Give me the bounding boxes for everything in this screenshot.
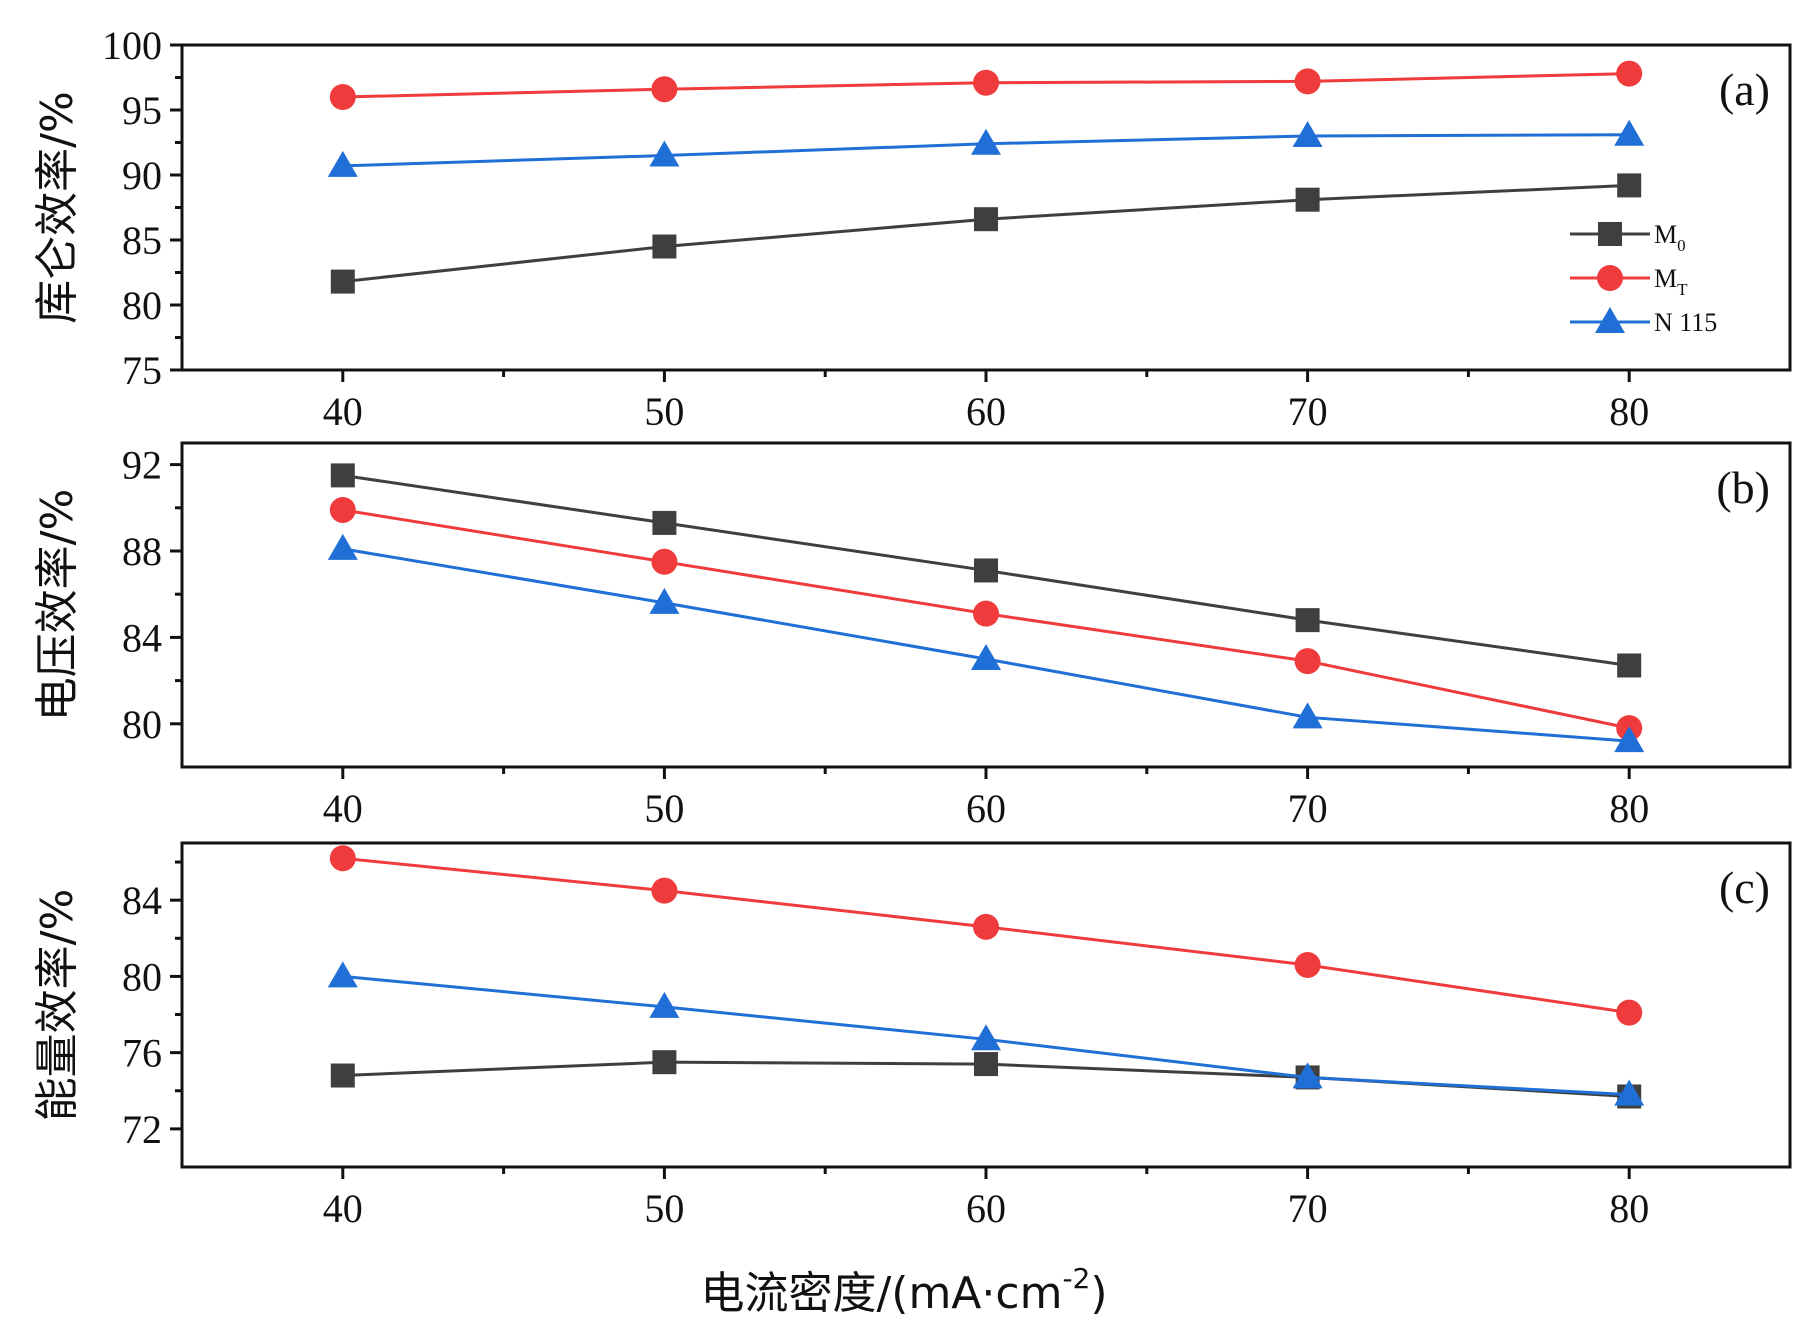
x-tick-label: 40	[323, 389, 363, 434]
data-point	[329, 496, 356, 523]
data-point	[1294, 648, 1321, 675]
data-point	[971, 644, 1001, 670]
data-point	[649, 140, 680, 167]
y-tick-label: 88	[122, 529, 162, 574]
data-point	[649, 991, 680, 1018]
x-tick-label: 40	[323, 1186, 363, 1231]
panel-label: (b)	[1716, 462, 1770, 513]
data-point	[1617, 173, 1642, 198]
y-tick-label: 80	[122, 702, 162, 747]
x-tick-label: 70	[1288, 786, 1328, 831]
data-point	[973, 600, 999, 627]
y-tick-label: 72	[122, 1107, 162, 1152]
plot-frame	[180, 841, 1792, 1169]
x-tick-label: 60	[966, 1186, 1006, 1231]
x-tick-label: 50	[644, 786, 684, 831]
x-tick-label: 80	[1609, 389, 1649, 434]
data-point	[1614, 726, 1645, 753]
data-point	[651, 877, 678, 904]
y-tick-label: 84	[122, 615, 162, 660]
y-tick-label: 90	[122, 153, 162, 198]
chart-panel-3: 72 76 80 84 40 50 60 70 80 能量效率/% (c)	[32, 841, 1792, 1231]
x-tick-label: 80	[1609, 1186, 1649, 1231]
x-tick-label: 70	[1288, 1186, 1328, 1231]
legend-label: M0	[1654, 220, 1686, 255]
data-point	[651, 548, 678, 575]
data-point	[1617, 653, 1642, 678]
data-point	[327, 150, 358, 177]
y-tick-label: 85	[122, 218, 162, 263]
data-point	[1294, 951, 1321, 978]
data-point	[330, 463, 355, 488]
data-point	[973, 69, 999, 96]
y-tick-label: 100	[102, 23, 162, 68]
data-point	[1295, 608, 1320, 633]
x-tick-label: 50	[644, 389, 684, 434]
data-point	[1295, 187, 1320, 212]
y-tick-label: 75	[122, 348, 162, 393]
data-point	[973, 913, 999, 940]
y-tick-label: 80	[122, 954, 162, 999]
y-axis-title: 能量效率/%	[32, 889, 83, 1122]
y-axis-title: 电压效率/%	[32, 489, 83, 722]
legend-marker	[1598, 222, 1622, 246]
x-tick-label: 70	[1288, 389, 1328, 434]
data-point	[649, 587, 680, 614]
x-axis-title: 电流密度/(mA·cm-2)	[700, 1262, 1107, 1319]
panel-label: (a)	[1719, 64, 1770, 115]
data-point	[974, 558, 998, 583]
legend-marker	[1597, 265, 1623, 291]
data-point	[1292, 121, 1323, 147]
data-point	[1616, 999, 1643, 1026]
y-tick-label: 84	[122, 878, 162, 923]
panel-label: (c)	[1719, 862, 1770, 913]
data-point	[974, 207, 998, 232]
chart-panel-1: 75 80 85 90 95 100 40 50 60 70 80 库仑效率/% (a)	[32, 23, 1792, 434]
data-point	[651, 76, 678, 103]
y-axis-title: 库仑效率/%	[32, 91, 83, 324]
panels: 75 80 85 90 95 100 40 50 60 70 80 库仑效率/% (a) 80 84 88 92…	[32, 23, 1792, 1231]
x-tick-label: 60	[966, 389, 1006, 434]
data-point	[652, 510, 677, 535]
data-point	[327, 533, 358, 560]
y-tick-label: 80	[122, 283, 162, 328]
y-tick-label: 95	[122, 88, 162, 133]
data-point	[1292, 1062, 1323, 1089]
data-point	[330, 269, 355, 294]
data-point	[652, 1050, 677, 1075]
data-point	[652, 234, 677, 259]
legend-marker	[1595, 307, 1625, 333]
data-point	[1614, 1079, 1645, 1106]
y-tick-label: 76	[122, 1031, 162, 1076]
x-tick-label: 50	[644, 1186, 684, 1231]
x-tick-label: 40	[323, 786, 363, 831]
data-point	[330, 1063, 355, 1088]
y-tick-label: 92	[122, 443, 162, 488]
data-point	[1614, 119, 1645, 146]
data-point	[974, 1052, 998, 1077]
series-line-m0	[342, 183, 1630, 284]
legend: M0 MT N 115	[1570, 220, 1717, 337]
legend-label: MT	[1654, 264, 1688, 299]
x-tick-label: 80	[1609, 786, 1649, 831]
data-point	[329, 84, 356, 110]
chart-panel-2: 80 84 88 92 40 50 60 70 80 电压效率/% (b)	[32, 441, 1792, 831]
data-point	[971, 128, 1001, 155]
data-point	[1292, 702, 1323, 729]
data-point	[327, 961, 358, 988]
data-point	[1616, 60, 1643, 87]
x-tick-label: 60	[966, 786, 1006, 831]
data-point	[329, 845, 356, 872]
data-point	[971, 1024, 1001, 1051]
legend-label: N 115	[1654, 308, 1717, 337]
data-point	[1294, 68, 1321, 95]
